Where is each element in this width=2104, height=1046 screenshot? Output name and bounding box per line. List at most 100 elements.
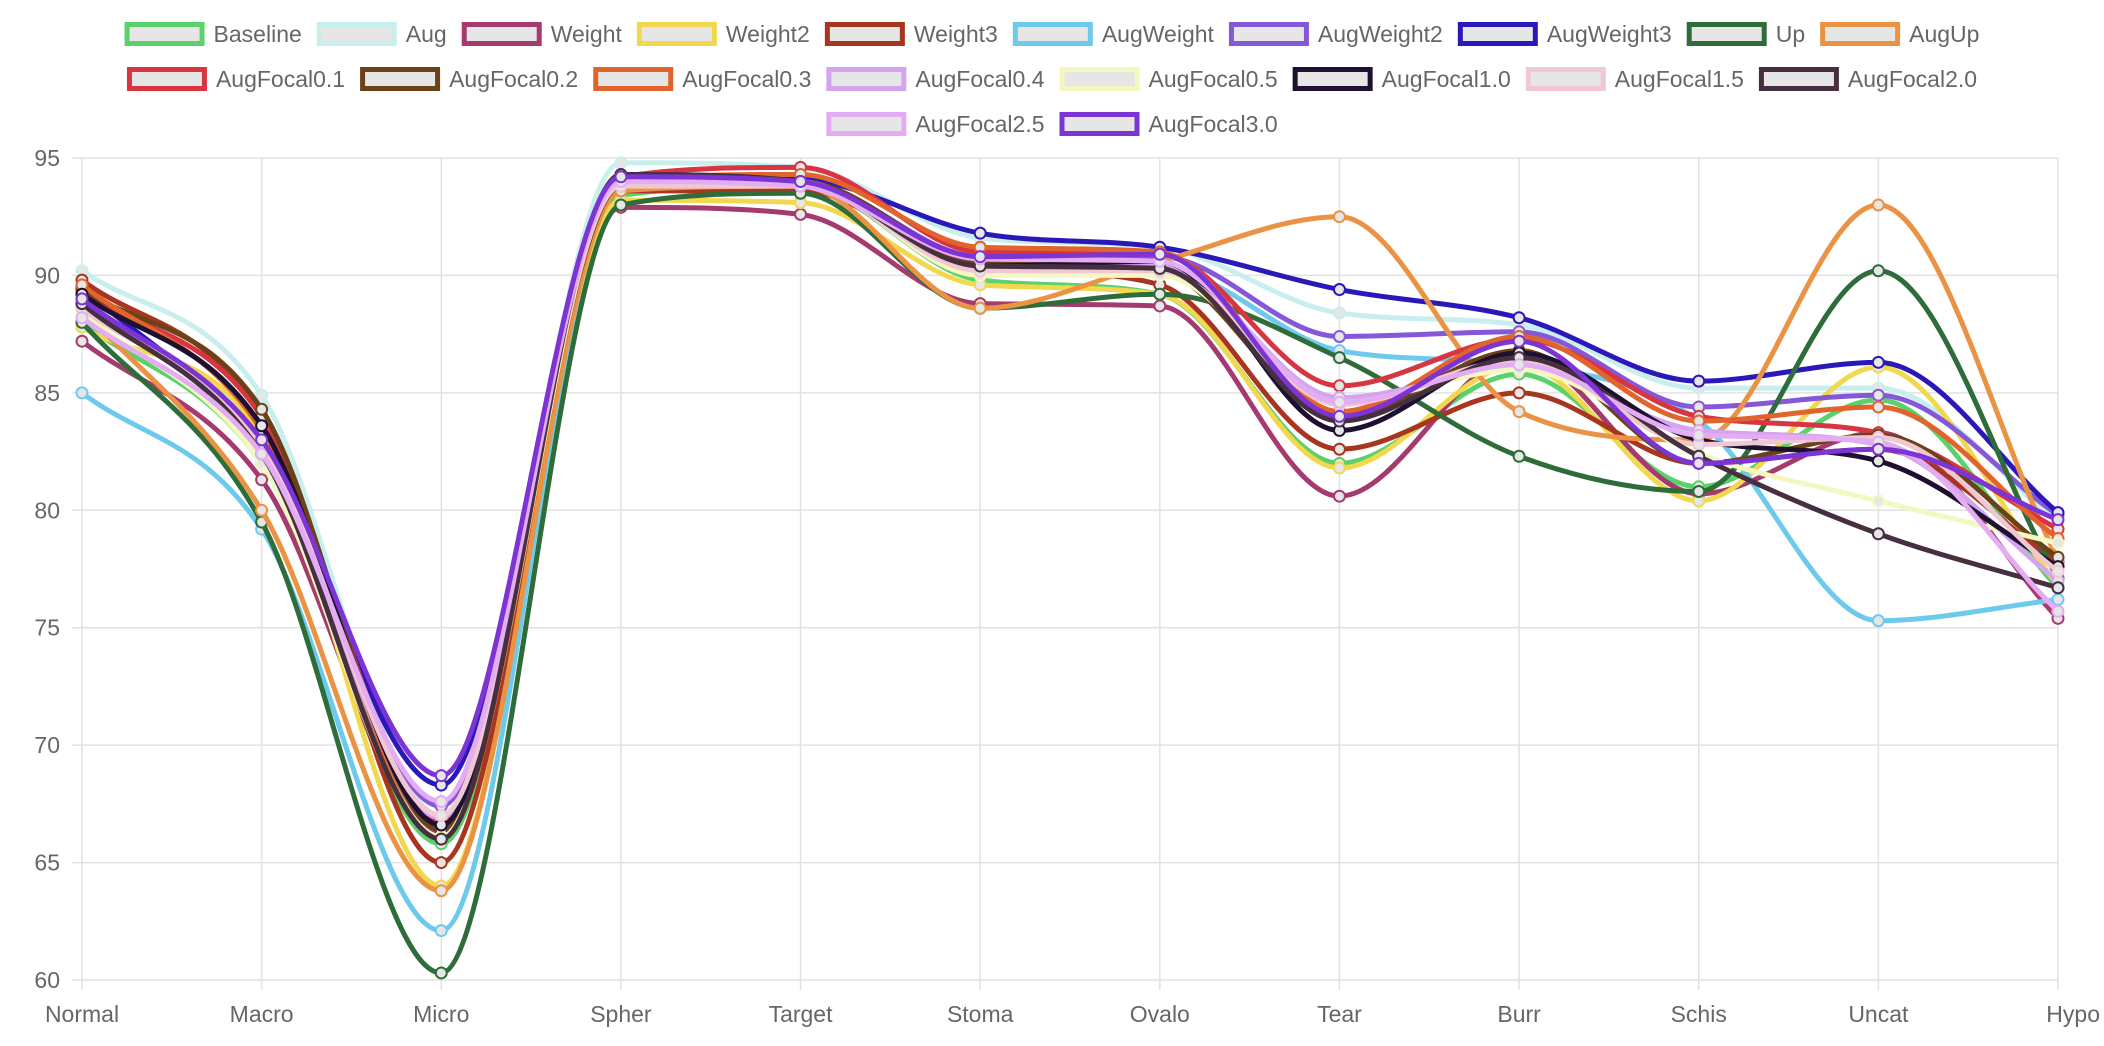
data-point[interactable]: [1871, 527, 1885, 541]
legend-item[interactable]: Baseline: [124, 21, 302, 47]
data-point[interactable]: [1512, 449, 1526, 463]
data-point[interactable]: [1332, 395, 1346, 409]
legend-item[interactable]: AugFocal3.0: [1059, 111, 1278, 137]
data-point[interactable]: [2051, 593, 2065, 607]
data-point[interactable]: [794, 174, 808, 188]
y-tick-label: 70: [34, 732, 60, 758]
data-point[interactable]: [255, 402, 269, 416]
data-point[interactable]: [255, 419, 269, 433]
data-point[interactable]: [1332, 283, 1346, 297]
legend-item[interactable]: Weight2: [636, 21, 810, 47]
data-point[interactable]: [255, 433, 269, 447]
data-point[interactable]: [1512, 405, 1526, 419]
data-point[interactable]: [1692, 484, 1706, 498]
data-point[interactable]: [1871, 494, 1885, 508]
data-point[interactable]: [1871, 388, 1885, 402]
data-point[interactable]: [1332, 306, 1346, 320]
data-point[interactable]: [255, 503, 269, 517]
legend-swatch: [826, 67, 907, 91]
data-point[interactable]: [1871, 442, 1885, 456]
data-point[interactable]: [614, 198, 628, 212]
data-point[interactable]: [75, 334, 89, 348]
legend-item[interactable]: AugUp: [1820, 21, 1980, 47]
data-point[interactable]: [1692, 428, 1706, 442]
data-point[interactable]: [973, 301, 987, 315]
data-point[interactable]: [2051, 604, 2065, 618]
legend-item[interactable]: AugFocal0.4: [826, 66, 1045, 92]
legend-item[interactable]: AugFocal1.0: [1292, 66, 1511, 92]
data-point[interactable]: [1692, 456, 1706, 470]
data-point[interactable]: [1153, 247, 1167, 261]
data-point[interactable]: [434, 966, 448, 980]
data-point[interactable]: [1512, 386, 1526, 400]
data-point[interactable]: [1871, 454, 1885, 468]
legend-item[interactable]: AugFocal2.5: [826, 111, 1045, 137]
legend-item[interactable]: AugFocal0.2: [360, 66, 579, 92]
data-point[interactable]: [255, 473, 269, 487]
data-point[interactable]: [1332, 329, 1346, 343]
data-point[interactable]: [1153, 299, 1167, 313]
data-point[interactable]: [1512, 334, 1526, 348]
y-tick-label: 95: [34, 145, 60, 171]
data-point[interactable]: [1332, 409, 1346, 423]
data-point[interactable]: [2051, 536, 2065, 550]
data-point[interactable]: [434, 924, 448, 938]
data-point[interactable]: [2051, 581, 2065, 595]
data-point[interactable]: [1512, 311, 1526, 325]
series-AugFocal3.0: [75, 170, 2065, 783]
legend-label: Baseline: [214, 21, 302, 47]
data-point[interactable]: [794, 207, 808, 221]
data-point[interactable]: [434, 856, 448, 870]
data-point[interactable]: [75, 311, 89, 325]
data-point[interactable]: [973, 250, 987, 264]
legend-swatch: [593, 67, 674, 91]
data-point[interactable]: [1871, 400, 1885, 414]
data-point[interactable]: [434, 884, 448, 898]
data-point[interactable]: [2051, 564, 2065, 578]
data-point[interactable]: [973, 226, 987, 240]
legend-item[interactable]: Weight3: [824, 21, 998, 47]
data-point[interactable]: [434, 769, 448, 783]
legend-item[interactable]: AugWeight: [1012, 21, 1215, 47]
legend-label: AugFocal0.2: [449, 66, 578, 92]
data-point[interactable]: [434, 795, 448, 809]
data-point[interactable]: [1871, 198, 1885, 212]
legend-item[interactable]: Up: [1686, 21, 1805, 47]
data-point[interactable]: [1332, 442, 1346, 456]
data-point[interactable]: [1332, 351, 1346, 365]
legend-item[interactable]: AugFocal2.0: [1758, 66, 1977, 92]
series-AugUp: [75, 179, 2065, 898]
data-point[interactable]: [255, 447, 269, 461]
data-point[interactable]: [75, 292, 89, 306]
data-point[interactable]: [434, 832, 448, 846]
legend-item[interactable]: Aug: [316, 21, 447, 47]
data-point[interactable]: [1871, 614, 1885, 628]
y-tick-label: 80: [34, 497, 60, 523]
legend-item[interactable]: Weight: [461, 21, 623, 47]
data-point[interactable]: [434, 809, 448, 823]
data-point[interactable]: [1332, 379, 1346, 393]
data-point[interactable]: [1871, 355, 1885, 369]
data-point[interactable]: [1512, 358, 1526, 372]
legend-item[interactable]: AugWeight3: [1457, 21, 1672, 47]
legend-item[interactable]: AugFocal0.3: [593, 66, 812, 92]
data-point[interactable]: [1692, 374, 1706, 388]
data-point[interactable]: [1332, 461, 1346, 475]
data-point[interactable]: [1153, 287, 1167, 301]
data-point[interactable]: [1871, 264, 1885, 278]
legend-swatch: [1758, 67, 1839, 91]
series-layer: [75, 156, 2065, 980]
legend-item[interactable]: AugWeight2: [1228, 21, 1443, 47]
legend-item[interactable]: AugFocal1.5: [1525, 66, 1744, 92]
data-point[interactable]: [255, 388, 269, 402]
legend-item[interactable]: AugFocal0.1: [126, 66, 345, 92]
data-point[interactable]: [2051, 513, 2065, 527]
y-tick-label: 60: [34, 967, 60, 993]
data-point[interactable]: [614, 170, 628, 184]
legend-item[interactable]: AugFocal0.5: [1059, 66, 1278, 92]
data-point[interactable]: [1332, 489, 1346, 503]
data-point[interactable]: [75, 386, 89, 400]
legend-swatch: [1228, 22, 1309, 46]
data-point[interactable]: [614, 156, 628, 170]
data-point[interactable]: [1332, 210, 1346, 224]
